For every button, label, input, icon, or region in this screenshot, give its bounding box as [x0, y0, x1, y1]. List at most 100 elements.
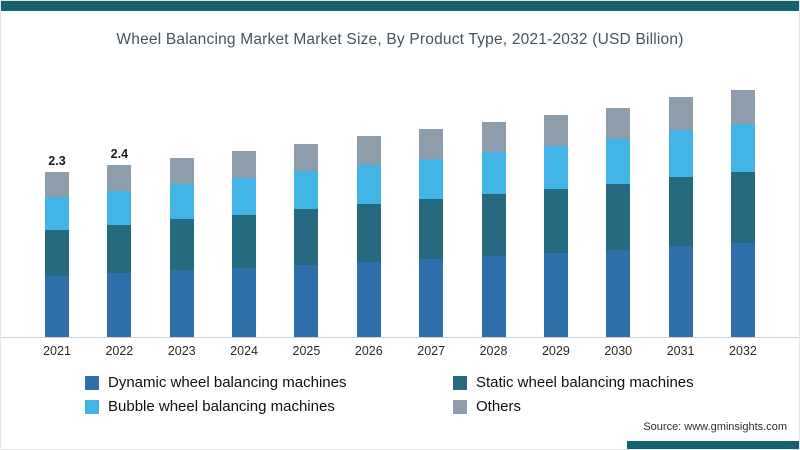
bar-column	[278, 126, 334, 337]
bar-segment	[232, 267, 257, 337]
top-accent-bar	[1, 1, 799, 11]
legend-label-others: Others	[476, 398, 522, 415]
legend: Dynamic wheel balancing machines Static …	[85, 374, 799, 415]
plot: 2.3 2.4	[1, 79, 799, 338]
x-axis-label: 2025	[292, 344, 321, 358]
bar-segment	[294, 264, 319, 337]
bar-segment	[481, 152, 506, 195]
bar-segment	[356, 204, 381, 262]
legend-label-bubble: Bubble wheel balancing machines	[108, 398, 335, 415]
x-axis-label: 2032	[729, 344, 757, 358]
bar-segment	[668, 177, 693, 246]
bar-stack	[169, 157, 194, 337]
legend-item-dynamic: Dynamic wheel balancing machines	[85, 374, 453, 391]
bar-segment	[232, 150, 257, 178]
bar-stack	[730, 89, 755, 337]
bar-column	[403, 111, 459, 337]
x-axis-label: 2030	[604, 344, 633, 358]
bar-stack	[294, 143, 319, 337]
bar-value-label: 2.4	[110, 147, 129, 162]
x-axis-label: 2028	[479, 344, 508, 358]
bar-column	[154, 140, 210, 337]
bar-stack	[481, 122, 506, 337]
source-attribution: Source: www.gminsights.com	[643, 421, 787, 433]
bar-segment	[730, 89, 755, 124]
bar-segment	[419, 258, 444, 337]
bar-segment	[668, 96, 693, 130]
bar-segment	[606, 184, 631, 251]
bar-segment	[169, 157, 194, 185]
bar-stack	[232, 150, 257, 337]
bar-segment	[730, 123, 755, 173]
x-axis-label: 2027	[417, 344, 446, 358]
legend-swatch-bubble	[85, 399, 99, 414]
chart-title: Wheel Balancing Market Market Size, By P…	[116, 31, 684, 48]
bar-segment	[419, 158, 444, 200]
bar-stack	[107, 165, 132, 337]
x-axis-label: 2022	[105, 344, 134, 358]
bar-segment	[169, 184, 194, 220]
bar-column	[528, 97, 584, 337]
x-axis-label: 2023	[167, 344, 196, 358]
bar-value-label: 2.3	[48, 154, 66, 169]
bar-segment	[606, 250, 631, 337]
bar-segment	[481, 194, 506, 256]
bar-column: 2.3	[29, 154, 85, 337]
bar-column	[715, 72, 771, 337]
bar-stack	[356, 136, 381, 337]
bar-segment	[169, 270, 194, 337]
legend-item-static: Static wheel balancing machines	[453, 374, 799, 391]
bar-segment	[107, 165, 132, 191]
x-axis-label: 2031	[666, 344, 695, 358]
bar-segment	[107, 224, 132, 274]
legend-swatch-dynamic	[85, 375, 99, 390]
bar-segment	[668, 246, 693, 337]
bar-stack	[668, 96, 693, 337]
bar-segment	[419, 129, 444, 159]
bar-segment	[606, 139, 631, 185]
bar-stack	[543, 114, 568, 337]
bar-segment	[45, 276, 69, 337]
bar-segment	[730, 243, 755, 337]
bar-segment	[543, 114, 568, 146]
bar-segment	[294, 171, 319, 210]
legend-label-dynamic: Dynamic wheel balancing machines	[108, 374, 347, 391]
bar-segment	[169, 219, 194, 271]
bar-segment	[606, 107, 631, 140]
x-axis-label: 2024	[230, 344, 258, 358]
bar-segment	[543, 253, 568, 337]
bar-segment	[356, 165, 381, 205]
bar-segment	[543, 145, 568, 190]
x-axis-label: 2029	[541, 344, 570, 358]
bar-segment	[45, 229, 69, 277]
bar-segment	[356, 136, 381, 166]
bar-segment	[543, 189, 568, 254]
bar-segment	[45, 172, 69, 198]
bar-segment	[232, 178, 257, 215]
bottom-accent-bar	[627, 441, 799, 449]
bar-column	[466, 104, 522, 337]
bar-segment	[668, 129, 693, 178]
x-axis-label: 2026	[354, 344, 383, 358]
bar-column	[216, 133, 272, 337]
legend-swatch-others	[453, 399, 467, 414]
bar-column	[653, 79, 709, 337]
x-axis-labels: 2021 2022 2023 2024 2025 2026 2027 2028 2029 2030…	[1, 344, 799, 358]
bar-column	[590, 90, 646, 337]
bar-segment	[107, 190, 132, 225]
bar-segment	[481, 256, 506, 337]
bar-column	[341, 118, 397, 337]
bar-segment	[481, 122, 506, 153]
bar-stack	[606, 107, 631, 337]
bar-segment	[730, 172, 755, 244]
bar-segment	[356, 261, 381, 337]
legend-label-static: Static wheel balancing machines	[476, 374, 694, 391]
bar-segment	[294, 209, 319, 265]
bar-segment	[419, 199, 444, 259]
bar-stack	[45, 172, 69, 337]
bar-segment	[294, 143, 319, 172]
legend-swatch-static	[453, 375, 467, 390]
bar-segment	[45, 197, 69, 230]
bar-stack	[419, 129, 444, 337]
